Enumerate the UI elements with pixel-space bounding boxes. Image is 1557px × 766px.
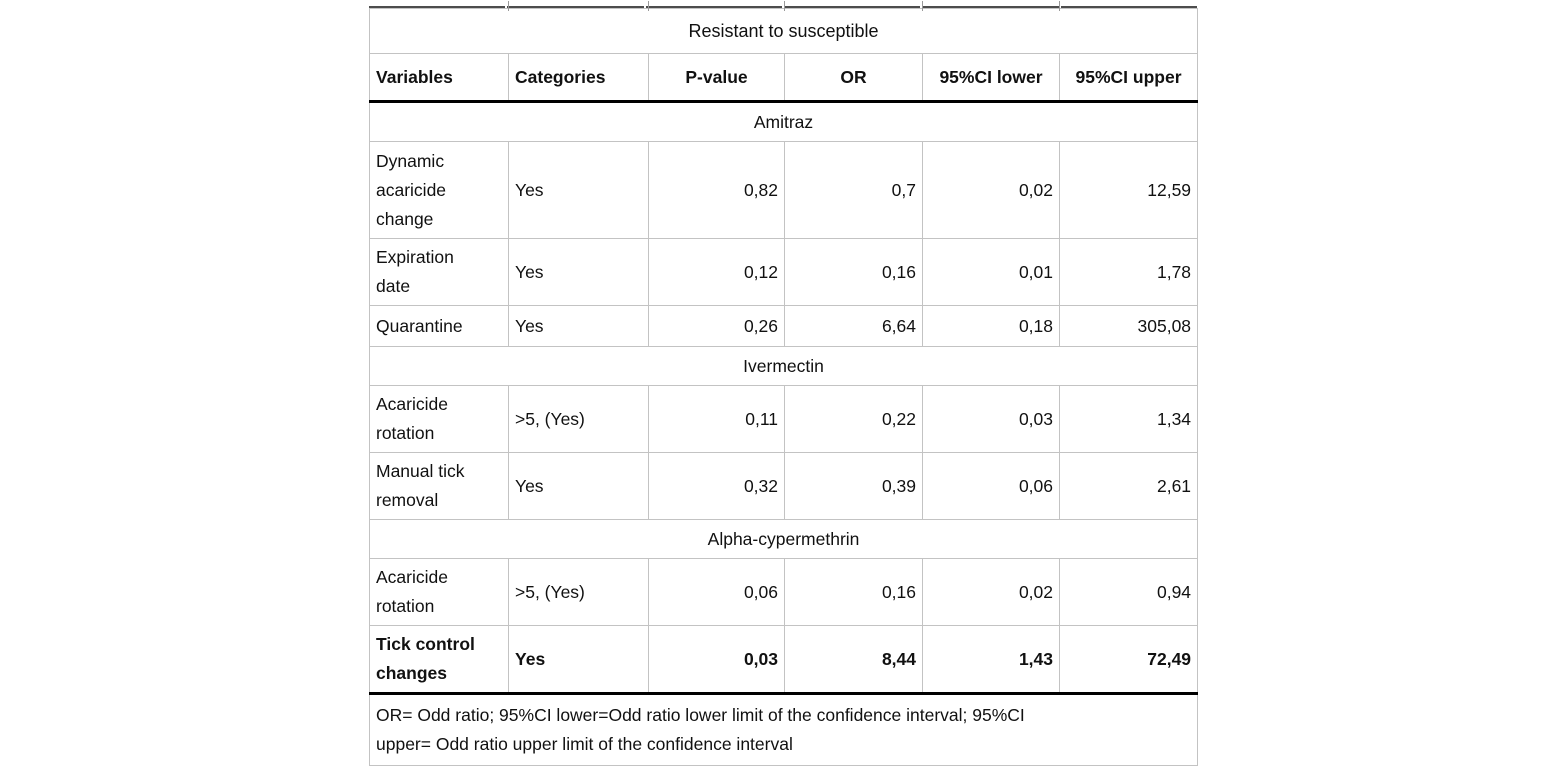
cell-category: Yes	[508, 305, 649, 347]
table-row-emphasized: Tick control changes Yes 0,03 8,44 1,43 …	[369, 625, 1199, 695]
column-divider-tick	[648, 1, 649, 11]
section-label: Ivermectin	[368, 346, 1199, 386]
cell-or: 0,22	[784, 385, 923, 453]
cell-or: 0,7	[784, 141, 923, 239]
cell-ci-lower: 0,06	[922, 452, 1060, 520]
table-top-rule	[369, 1, 1197, 11]
cell-ci-upper: 2,61	[1058, 452, 1199, 520]
cell-ci-lower: 0,01	[922, 238, 1060, 306]
cell-ci-lower: 1,43	[922, 625, 1060, 695]
cell-ci-upper: 72,49	[1058, 625, 1199, 695]
cell-p-value: 0,12	[648, 238, 785, 306]
top-rule-segment	[1060, 6, 1197, 8]
cell-variable: Acaricide rotation	[369, 558, 509, 626]
table-row: Manual tick removal Yes 0,32 0,39 0,06 2…	[369, 452, 1199, 520]
cell-p-value: 0,82	[648, 141, 785, 239]
column-divider-tick	[784, 1, 785, 11]
cell-variable: Expiration date	[369, 238, 509, 306]
footnote-row: OR= Odd ratio; 95%CI lower=Odd ratio low…	[368, 693, 1199, 766]
column-divider-tick	[922, 1, 923, 11]
column-header-categories: Categories	[508, 53, 649, 103]
cell-category: >5, (Yes)	[508, 558, 649, 626]
cell-p-value: 0,26	[648, 305, 785, 347]
cell-ci-upper: 1,34	[1058, 385, 1199, 453]
cell-variable: Manual tick removal	[369, 452, 509, 520]
cell-ci-upper: 1,78	[1058, 238, 1199, 306]
cell-ci-upper: 0,94	[1058, 558, 1199, 626]
table-row: Quarantine Yes 0,26 6,64 0,18 305,08	[369, 305, 1199, 347]
top-rule-segment	[922, 6, 1059, 8]
cell-p-value: 0,03	[648, 625, 785, 695]
cell-ci-lower: 0,02	[922, 141, 1060, 239]
cell-p-value: 0,11	[648, 385, 785, 453]
top-rule-segment	[369, 6, 506, 8]
top-rule-segment	[645, 6, 782, 8]
section-label: Amitraz	[368, 101, 1199, 142]
section-row-alpha-cypermethrin: Alpha-cypermethrin	[368, 519, 1199, 559]
column-header-ci-upper: 95%CI upper	[1058, 53, 1199, 103]
table-header-row: Variables Categories P-value OR 95%CI lo…	[369, 53, 1199, 103]
table-footnote: OR= Odd ratio; 95%CI lower=Odd ratio low…	[368, 693, 1199, 766]
results-table-container: Resistant to susceptible Variables Categ…	[368, 1, 1199, 766]
cell-variable: Tick control changes	[369, 625, 509, 695]
table-title-row: Resistant to susceptible	[368, 8, 1199, 54]
table-row: Acaricide rotation >5, (Yes) 0,11 0,22 0…	[369, 385, 1199, 453]
section-row-ivermectin: Ivermectin	[368, 346, 1199, 386]
cell-ci-lower: 0,03	[922, 385, 1060, 453]
column-header-ci-lower: 95%CI lower	[922, 53, 1060, 103]
cell-or: 0,16	[784, 558, 923, 626]
cell-ci-upper: 305,08	[1058, 305, 1199, 347]
cell-category: Yes	[508, 452, 649, 520]
cell-variable: Quarantine	[369, 305, 509, 347]
table-row: Acaricide rotation >5, (Yes) 0,06 0,16 0…	[369, 558, 1199, 626]
cell-or: 8,44	[784, 625, 923, 695]
odds-ratio-table: Resistant to susceptible Variables Categ…	[368, 8, 1199, 766]
table-title: Resistant to susceptible	[368, 8, 1199, 54]
section-row-amitraz: Amitraz	[368, 101, 1199, 142]
cell-variable: Acaricide rotation	[369, 385, 509, 453]
column-divider-tick	[1059, 1, 1060, 11]
column-divider-tick	[508, 1, 509, 11]
cell-category: >5, (Yes)	[508, 385, 649, 453]
column-header-p-value: P-value	[648, 53, 785, 103]
table-row: Dynamic acaricide change Yes 0,82 0,7 0,…	[369, 141, 1199, 239]
cell-or: 0,16	[784, 238, 923, 306]
cell-ci-lower: 0,18	[922, 305, 1060, 347]
cell-category: Yes	[508, 141, 649, 239]
cell-variable: Dynamic acaricide change	[369, 141, 509, 239]
cell-or: 0,39	[784, 452, 923, 520]
cell-category: Yes	[508, 625, 649, 695]
cell-or: 6,64	[784, 305, 923, 347]
cell-ci-lower: 0,02	[922, 558, 1060, 626]
cell-p-value: 0,06	[648, 558, 785, 626]
table-row: Expiration date Yes 0,12 0,16 0,01 1,78	[369, 238, 1199, 306]
cell-ci-upper: 12,59	[1058, 141, 1199, 239]
column-header-variables: Variables	[369, 53, 509, 103]
page: Resistant to susceptible Variables Categ…	[368, 1, 1199, 766]
cell-category: Yes	[508, 238, 649, 306]
top-rule-segment	[507, 6, 644, 8]
top-rule-segment	[783, 6, 921, 8]
section-label: Alpha-cypermethrin	[368, 519, 1199, 559]
column-header-or: OR	[784, 53, 923, 103]
cell-p-value: 0,32	[648, 452, 785, 520]
